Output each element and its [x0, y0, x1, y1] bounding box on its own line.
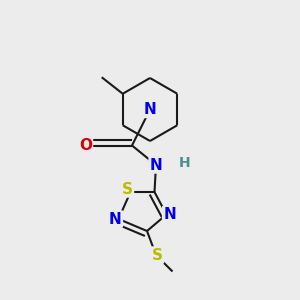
Text: N: N — [144, 102, 156, 117]
Text: O: O — [79, 138, 92, 153]
Text: N: N — [163, 207, 176, 222]
Text: N: N — [109, 212, 122, 226]
Text: S: S — [122, 182, 133, 196]
Text: H: H — [179, 156, 190, 170]
Text: N: N — [150, 158, 162, 172]
Text: S: S — [152, 248, 163, 262]
